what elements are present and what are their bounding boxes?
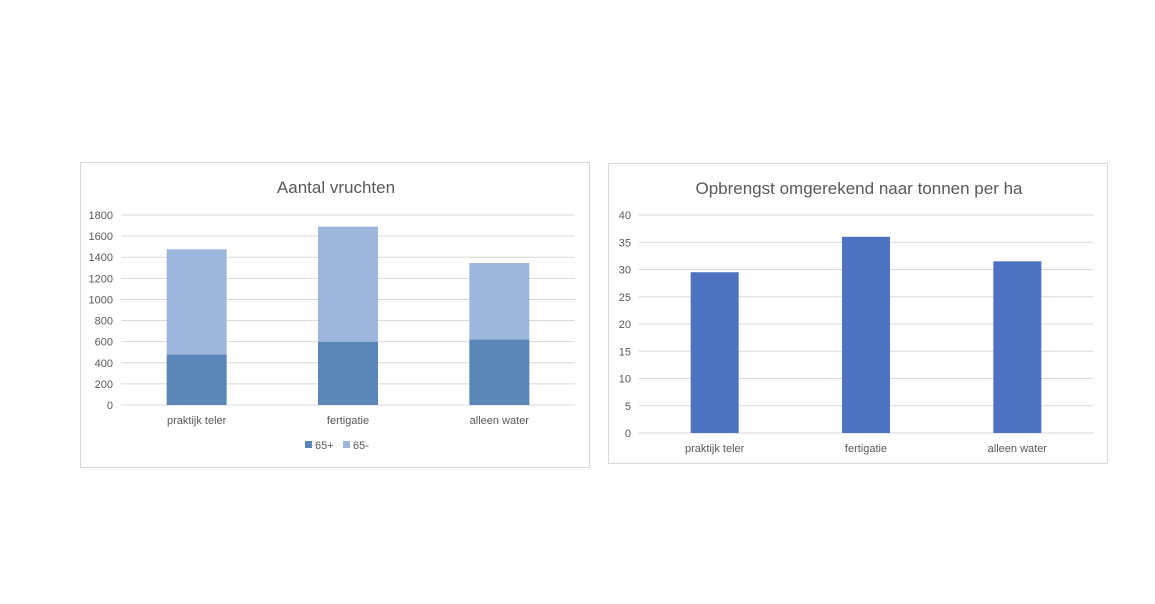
chart-panel-opbrengst: Opbrengst omgerekend naar tonnen per ha … bbox=[608, 163, 1108, 464]
y-tick-label: 0 bbox=[107, 400, 113, 412]
y-tick-label: 600 bbox=[95, 337, 113, 349]
legend-label: 65+ bbox=[315, 440, 334, 452]
bar-value-0 bbox=[690, 272, 739, 433]
y-tick-label: 10 bbox=[619, 374, 631, 386]
bar-value-2 bbox=[993, 261, 1042, 433]
y-tick-label: 0 bbox=[625, 428, 631, 440]
y-tick-label: 30 bbox=[619, 265, 631, 277]
chart-opbrengst: Opbrengst omgerekend naar tonnen per ha … bbox=[619, 179, 1093, 455]
chart-aantal-vruchten: Aantal vruchten 0 200 400 600 800 1000 1200 140… bbox=[89, 178, 575, 452]
y-tick-label: 1600 bbox=[89, 231, 113, 243]
y-tick-label: 20 bbox=[619, 319, 631, 331]
y-tick-label: 800 bbox=[95, 316, 113, 328]
legend-swatch bbox=[305, 441, 312, 448]
bar-65plus-2 bbox=[469, 339, 530, 405]
category-label: praktijk teler bbox=[685, 443, 745, 455]
category-label: fertigatie bbox=[845, 443, 887, 455]
category-label: alleen water bbox=[470, 415, 530, 427]
y-tick-label: 5 bbox=[625, 401, 631, 413]
chart-title: Opbrengst omgerekend naar tonnen per ha bbox=[695, 179, 1023, 198]
y-tick-label: 40 bbox=[619, 210, 631, 222]
bar-65minus-0 bbox=[166, 249, 227, 355]
chart-panel-aantal-vruchten: Aantal vruchten 0 200 400 600 800 1000 1200 140… bbox=[80, 162, 590, 468]
y-tick-label: 1000 bbox=[89, 294, 113, 306]
bar-65minus-2 bbox=[469, 263, 530, 340]
category-label: alleen water bbox=[988, 443, 1048, 455]
legend-swatch bbox=[343, 441, 350, 448]
y-tick-label: 1800 bbox=[89, 210, 113, 222]
y-tick-label: 25 bbox=[619, 292, 631, 304]
y-tick-label: 35 bbox=[619, 237, 631, 249]
legend-label: 65- bbox=[353, 440, 369, 452]
bar-65plus-1 bbox=[318, 341, 378, 405]
category-label: praktijk teler bbox=[167, 415, 227, 427]
bar-65plus-0 bbox=[166, 354, 227, 405]
y-tick-label: 200 bbox=[95, 379, 113, 391]
bar-65minus-1 bbox=[318, 226, 378, 342]
y-tick-label: 15 bbox=[619, 346, 631, 358]
y-tick-label: 1200 bbox=[89, 273, 113, 285]
category-label: fertigatie bbox=[327, 415, 369, 427]
chart-title: Aantal vruchten bbox=[277, 178, 395, 197]
y-tick-label: 1400 bbox=[89, 252, 113, 264]
y-tick-label: 400 bbox=[95, 358, 113, 370]
bar-value-1 bbox=[842, 236, 890, 433]
